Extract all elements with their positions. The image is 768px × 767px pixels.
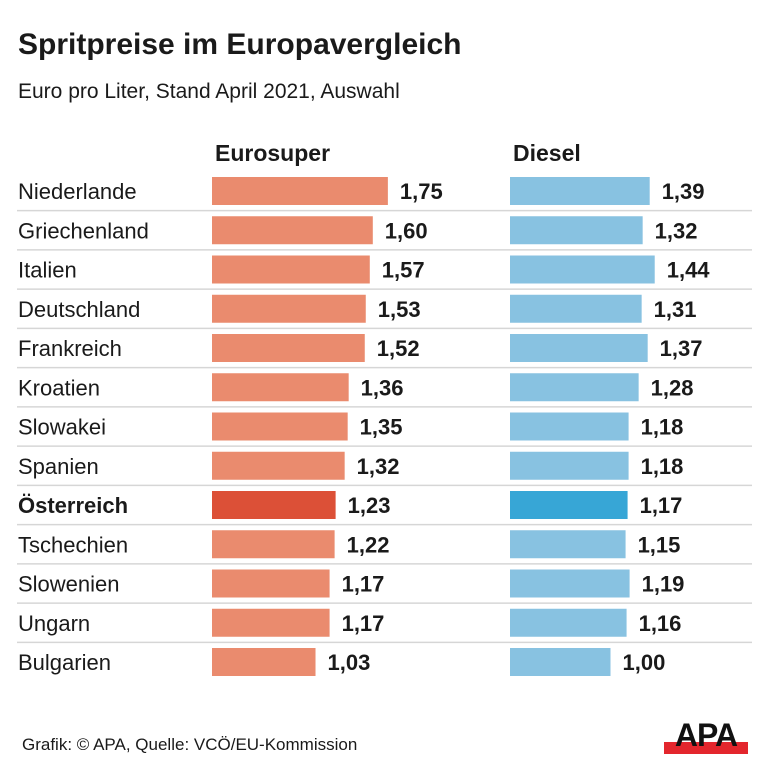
value-label: 1,57 [382, 258, 425, 283]
source-note: Grafik: © APA, Quelle: VCÖ/EU-Kommission [22, 735, 358, 754]
value-label: 1,18 [641, 415, 684, 440]
bar-diesel [510, 451, 629, 480]
value-label: 1,15 [638, 532, 681, 557]
bar-diesel [510, 569, 630, 598]
bar-diesel [510, 608, 627, 637]
value-label: 1,03 [328, 650, 371, 675]
value-label: 1,75 [400, 179, 443, 204]
category-label: Slowakei [18, 415, 106, 440]
bar-diesel [510, 648, 611, 676]
category-label: Italien [18, 258, 77, 283]
category-label: Slowenien [18, 572, 120, 597]
value-label: 1,39 [662, 179, 705, 204]
bar-eurosuper [212, 491, 336, 519]
bar-diesel [510, 491, 628, 519]
bar-eurosuper [212, 373, 349, 402]
value-label: 1,52 [377, 336, 420, 361]
category-label: Ungarn [18, 611, 90, 636]
category-label: Kroatien [18, 375, 100, 400]
category-label: Frankreich [18, 336, 122, 361]
category-label: Griechenland [18, 218, 149, 243]
apa-logo: APA [664, 718, 748, 754]
bar-diesel [510, 334, 648, 362]
value-label: 1,60 [385, 218, 428, 243]
value-label: 1,17 [342, 572, 385, 597]
chart-title: Spritpreise im Europavergleich [18, 28, 462, 61]
bar-eurosuper [212, 216, 373, 245]
value-label: 1,17 [640, 493, 683, 518]
category-label: Spanien [18, 454, 99, 479]
value-label: 1,28 [651, 375, 694, 400]
bar-eurosuper [212, 648, 316, 676]
category-label: Deutschland [18, 297, 140, 322]
bar-diesel [510, 294, 642, 323]
bar-diesel [510, 373, 639, 402]
bar-eurosuper [212, 294, 366, 323]
value-label: 1,35 [360, 415, 403, 440]
series-header-diesel: Diesel [513, 140, 581, 166]
value-label: 1,31 [654, 297, 697, 322]
value-label: 1,53 [378, 297, 421, 322]
value-label: 1,23 [348, 493, 391, 518]
value-label: 1,32 [357, 454, 400, 479]
bar-eurosuper [212, 177, 388, 205]
category-label: Tschechien [18, 532, 128, 557]
value-label: 1,44 [667, 258, 711, 283]
bar-eurosuper [212, 451, 345, 480]
value-label: 1,32 [655, 218, 698, 243]
bar-eurosuper [212, 334, 365, 362]
category-label: Niederlande [18, 179, 137, 204]
bar-diesel [510, 177, 650, 205]
value-label: 1,18 [641, 454, 684, 479]
category-label: Österreich [18, 493, 128, 518]
bar-eurosuper [212, 530, 335, 559]
svg-text:APA: APA [675, 718, 738, 753]
bar-eurosuper [212, 412, 348, 441]
bar-eurosuper [212, 255, 370, 284]
bar-diesel [510, 255, 655, 284]
bar-diesel [510, 530, 626, 559]
value-label: 1,19 [642, 572, 685, 597]
value-label: 1,16 [639, 611, 682, 636]
bar-diesel [510, 216, 643, 245]
value-label: 1,00 [623, 650, 666, 675]
value-label: 1,36 [361, 375, 404, 400]
value-label: 1,17 [342, 611, 385, 636]
value-label: 1,37 [660, 336, 703, 361]
chart-subtitle: Euro pro Liter, Stand April 2021, Auswah… [18, 80, 400, 103]
bar-diesel [510, 412, 629, 441]
bar-eurosuper [212, 569, 330, 598]
series-header-eurosuper: Eurosuper [215, 140, 331, 166]
bar-eurosuper [212, 608, 330, 637]
value-label: 1,22 [347, 532, 390, 557]
category-label: Bulgarien [18, 650, 111, 675]
